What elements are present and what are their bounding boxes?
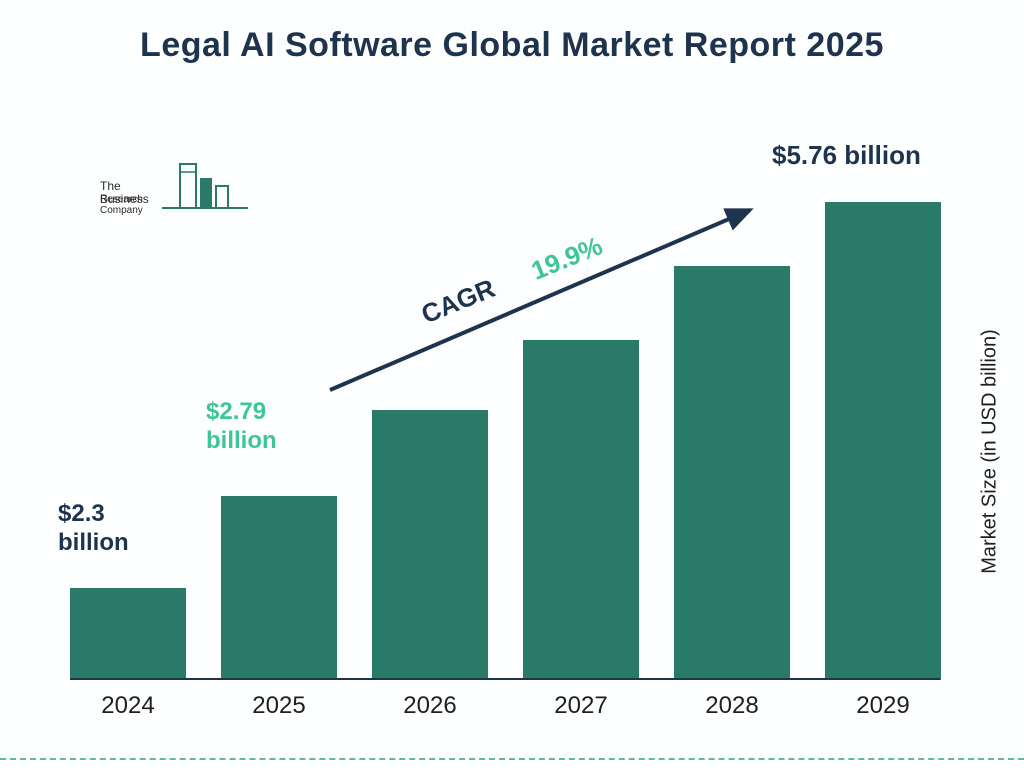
y-axis-label: Market Size (in USD billion): [979, 312, 1002, 592]
footer-dashed-rule: [0, 758, 1024, 760]
value-label-2024-l2: billion: [58, 529, 129, 556]
bar-2024: [70, 588, 186, 680]
value-label-2024-l1: $2.3: [58, 500, 105, 527]
value-label-2025: $2.79 billion: [206, 398, 336, 456]
value-label-2024: $2.3 billion: [58, 500, 178, 558]
bar-2026: [372, 410, 488, 680]
xlabel-2: 2026: [372, 692, 488, 720]
bar-2027: [523, 340, 639, 680]
value-label-2029: $5.76 billion: [772, 140, 972, 171]
x-axis-line: [70, 678, 940, 680]
xlabel-3: 2027: [523, 692, 639, 720]
xlabel-1: 2025: [221, 692, 337, 720]
page-root: Legal AI Software Global Market Report 2…: [0, 0, 1024, 768]
xlabel-0: 2024: [70, 692, 186, 720]
x-axis-labels: 2024 2025 2026 2027 2028 2029: [70, 688, 940, 728]
bar-2025: [221, 496, 337, 680]
bar-2028: [674, 266, 790, 680]
value-label-2029-l1: $5.76 billion: [772, 140, 921, 170]
bars-group: [70, 160, 940, 680]
bar-2029: [825, 202, 941, 680]
value-label-2025-l2: billion: [206, 427, 277, 454]
value-label-2025-l1: $2.79: [206, 398, 266, 425]
bar-chart: [70, 160, 940, 680]
xlabel-4: 2028: [674, 692, 790, 720]
chart-title: Legal AI Software Global Market Report 2…: [0, 26, 1024, 65]
xlabel-5: 2029: [825, 692, 941, 720]
